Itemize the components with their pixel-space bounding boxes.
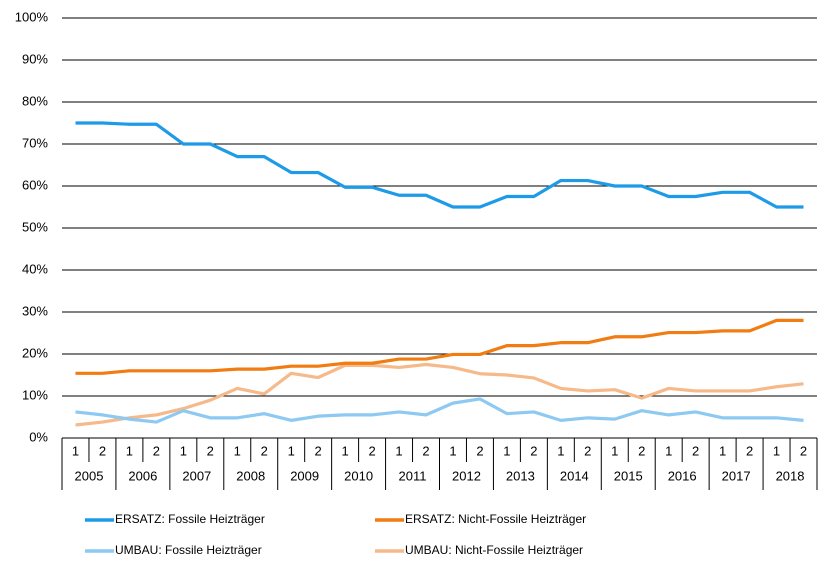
x-group-label: 2018 bbox=[776, 468, 805, 483]
x-tick-label: 1 bbox=[126, 443, 133, 458]
y-tick-label: 0% bbox=[29, 429, 48, 444]
legend-label: UMBAU: Fossile Heizträger bbox=[115, 543, 262, 557]
x-tick-label: 2 bbox=[638, 443, 645, 458]
line bbox=[75, 397, 804, 424]
y-tick-label: 60% bbox=[22, 177, 48, 192]
x-group-label: 2008 bbox=[236, 468, 265, 483]
x-tick-label: 2 bbox=[153, 443, 160, 458]
x-tick-label: 1 bbox=[395, 443, 402, 458]
x-group-label: 2009 bbox=[290, 468, 319, 483]
line bbox=[75, 318, 804, 375]
x-tick-label: 2 bbox=[746, 443, 753, 458]
x-tick-label: 1 bbox=[342, 443, 349, 458]
x-tick-label: 2 bbox=[584, 443, 591, 458]
x-tick-label: 2 bbox=[692, 443, 699, 458]
x-tick-label: 2 bbox=[800, 443, 807, 458]
x-tick-label: 2 bbox=[207, 443, 214, 458]
y-tick-label: 90% bbox=[22, 51, 48, 66]
line bbox=[75, 362, 804, 427]
x-group-label: 2016 bbox=[668, 468, 697, 483]
x-tick-label: 2 bbox=[368, 443, 375, 458]
x-tick-label: 1 bbox=[773, 443, 780, 458]
x-tick-label: 2 bbox=[530, 443, 537, 458]
x-group-label: 2010 bbox=[344, 468, 373, 483]
x-tick-label: 1 bbox=[288, 443, 295, 458]
x-tick-label: 2 bbox=[476, 443, 483, 458]
y-tick-label: 100% bbox=[15, 9, 49, 24]
line bbox=[75, 121, 804, 209]
y-tick-label: 30% bbox=[22, 303, 48, 318]
y-tick-label: 50% bbox=[22, 219, 48, 234]
x-group-label: 2017 bbox=[722, 468, 751, 483]
x-tick-label: 1 bbox=[611, 443, 618, 458]
y-tick-label: 80% bbox=[22, 93, 48, 108]
x-tick-label: 1 bbox=[557, 443, 564, 458]
x-tick-label: 2 bbox=[422, 443, 429, 458]
y-tick-label: 70% bbox=[22, 135, 48, 150]
x-tick-label: 1 bbox=[719, 443, 726, 458]
x-group-label: 2006 bbox=[128, 468, 157, 483]
x-tick-label: 1 bbox=[503, 443, 510, 458]
legend-label: ERSATZ: Fossile Heizträger bbox=[115, 512, 265, 526]
x-tick-label: 1 bbox=[180, 443, 187, 458]
y-tick-label: 20% bbox=[22, 345, 48, 360]
x-tick-label: 2 bbox=[99, 443, 106, 458]
legend-label: ERSATZ: Nicht-Fossile Heizträger bbox=[405, 512, 586, 526]
x-tick-label: 1 bbox=[665, 443, 672, 458]
x-group-label: 2005 bbox=[75, 468, 104, 483]
x-tick-label: 1 bbox=[72, 443, 79, 458]
x-group-label: 2011 bbox=[399, 468, 427, 483]
y-tick-label: 10% bbox=[22, 387, 48, 402]
x-tick-label: 2 bbox=[315, 443, 322, 458]
x-group-label: 2015 bbox=[614, 468, 643, 483]
x-group-label: 2014 bbox=[560, 468, 589, 483]
x-tick-label: 1 bbox=[449, 443, 456, 458]
x-group-label: 2007 bbox=[182, 468, 211, 483]
x-tick-label: 1 bbox=[234, 443, 241, 458]
y-tick-label: 40% bbox=[22, 261, 48, 276]
x-group-label: 2013 bbox=[506, 468, 535, 483]
x-group-label: 2012 bbox=[452, 468, 481, 483]
legend-label: UMBAU: Nicht-Fossile Heizträger bbox=[405, 543, 583, 557]
x-tick-label: 2 bbox=[261, 443, 268, 458]
